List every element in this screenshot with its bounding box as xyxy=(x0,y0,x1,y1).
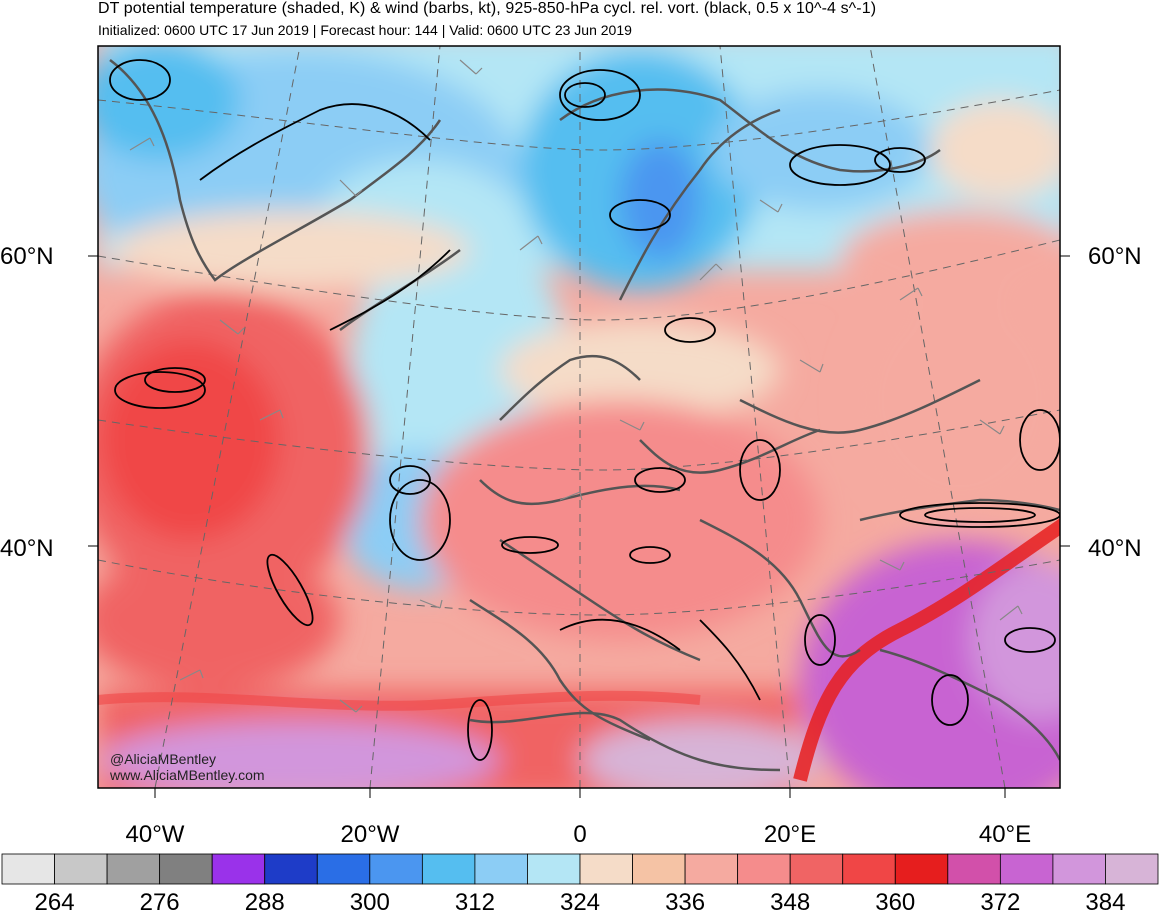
credit-handle: @AliciaMBentley xyxy=(110,751,216,767)
colorbar-tick-label: 336 xyxy=(665,889,705,912)
colorbar-swatch xyxy=(632,853,686,885)
colorbar-tick-label: 372 xyxy=(980,889,1020,912)
colorbar-swatch xyxy=(106,853,161,885)
colorbar-swatch xyxy=(316,853,371,885)
colorbar-swatch xyxy=(1105,853,1159,885)
colorbar-swatch xyxy=(737,853,791,885)
colorbar-swatch xyxy=(159,853,213,885)
lat-label-right: 40°N xyxy=(1088,535,1142,562)
colorbar-swatch xyxy=(842,853,896,885)
colorbar-swatch xyxy=(1052,853,1106,885)
colorbar-tick-label: 348 xyxy=(770,889,810,912)
colorbar-swatch xyxy=(54,853,108,885)
colorbar-tick-label: 324 xyxy=(560,889,600,912)
vorticity-contours xyxy=(109,59,1060,761)
colorbar-swatch xyxy=(211,853,266,885)
lat-label-left: 40°N xyxy=(0,535,54,562)
lon-label: 20°W xyxy=(341,821,400,848)
colorbar-tick-label: 264 xyxy=(35,889,75,912)
colorbar-tick-label: 360 xyxy=(875,889,915,912)
map-ticks xyxy=(88,255,1070,798)
lat-label-right: 60°N xyxy=(1088,243,1142,270)
colorbar-swatch xyxy=(579,853,633,885)
colorbar-swatch xyxy=(1,853,55,885)
colorbar-swatch xyxy=(894,853,949,885)
colorbar-swatch xyxy=(264,853,318,885)
colorbar-tick-label: 384 xyxy=(1085,889,1125,912)
colorbar-swatch xyxy=(789,853,844,885)
colorbar-swatch xyxy=(421,853,476,885)
map-title: DT potential temperature (shaded, K) & w… xyxy=(98,0,877,17)
colorbar-swatch xyxy=(527,853,581,885)
credit-url: www.AliciaMBentley.com xyxy=(109,767,265,783)
colorbar-swatch xyxy=(684,853,739,885)
map-frame xyxy=(97,45,1061,789)
colorbar-swatch xyxy=(999,853,1054,885)
lon-label: 40°E xyxy=(979,821,1031,848)
lat-label-left: 60°N xyxy=(0,243,54,270)
wind-barbs xyxy=(129,59,1023,713)
lon-label: 0 xyxy=(573,821,586,848)
map-panel: @AliciaMBentley www.AliciaMBentley.com xyxy=(98,46,1060,788)
lon-label: 40°W xyxy=(126,821,185,848)
colorbar-swatch xyxy=(369,853,423,885)
colorbar-tick-label: 276 xyxy=(140,889,180,912)
coastlines xyxy=(109,59,1060,772)
colorbar-tick-label: 288 xyxy=(245,889,285,912)
colorbar-swatch xyxy=(947,853,1001,885)
colorbar xyxy=(1,853,1159,885)
lon-label: 20°E xyxy=(764,821,816,848)
colorbar-tick-label: 312 xyxy=(455,889,495,912)
colorbar-swatch xyxy=(474,853,528,885)
colorbar-tick-label: 300 xyxy=(350,889,390,912)
graticule xyxy=(98,46,1060,788)
colorbar-labels: 264 276 288 300 312 324 336 348 360 372 384 xyxy=(35,889,1126,912)
map-subtitle: Initialized: 0600 UTC 17 Jun 2019 | Fore… xyxy=(98,22,632,38)
